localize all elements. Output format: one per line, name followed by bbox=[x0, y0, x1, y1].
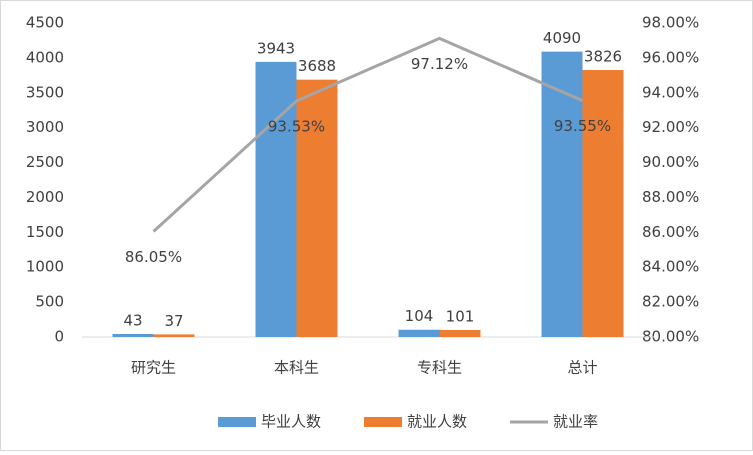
x-tick-label: 专科生 bbox=[417, 359, 462, 377]
y2-tick-label: 88.00% bbox=[642, 188, 699, 206]
y-tick-label: 500 bbox=[35, 293, 64, 311]
bar bbox=[398, 329, 440, 337]
legend-label: 就业率 bbox=[553, 413, 598, 431]
bar bbox=[255, 61, 297, 338]
legend-label: 毕业人数 bbox=[261, 413, 321, 431]
bar-value-label: 37 bbox=[164, 312, 183, 330]
legend-swatch bbox=[218, 417, 256, 427]
bar-value-label: 101 bbox=[446, 307, 475, 325]
y2-tick-label: 94.00% bbox=[642, 83, 699, 101]
x-tick-label: 研究生 bbox=[131, 359, 176, 377]
bar-value-label: 3943 bbox=[257, 39, 295, 57]
bar bbox=[439, 329, 481, 337]
bar-value-label: 3826 bbox=[584, 48, 622, 66]
x-tick-label: 本科生 bbox=[274, 359, 319, 377]
y-tick-label: 4500 bbox=[26, 14, 64, 32]
bar bbox=[541, 51, 583, 338]
y-tick-label: 2000 bbox=[26, 188, 64, 206]
y2-tick-label: 90.00% bbox=[642, 153, 699, 171]
bar-value-label: 4090 bbox=[543, 29, 581, 47]
bar bbox=[582, 70, 624, 338]
line-value-label: 93.55% bbox=[554, 117, 611, 135]
bar bbox=[112, 333, 154, 337]
legend-swatch bbox=[364, 417, 402, 427]
y-tick-label: 4000 bbox=[26, 48, 64, 66]
y2-tick-label: 92.00% bbox=[642, 118, 699, 136]
y-tick-label: 3000 bbox=[26, 118, 64, 136]
y-tick-label: 3500 bbox=[26, 83, 64, 101]
line bbox=[152, 36, 584, 233]
bar bbox=[153, 334, 195, 337]
legend-label: 就业人数 bbox=[407, 413, 467, 431]
y2-tick-label: 80.00% bbox=[642, 328, 699, 346]
line-value-label: 93.53% bbox=[268, 117, 325, 135]
bar-value-label: 104 bbox=[405, 307, 434, 325]
bar-value-label: 3688 bbox=[298, 57, 336, 75]
bar bbox=[296, 79, 338, 338]
y2-tick-label: 82.00% bbox=[642, 293, 699, 311]
y-tick-label: 1000 bbox=[26, 258, 64, 276]
y2-tick-label: 84.00% bbox=[642, 258, 699, 276]
y2-tick-label: 98.00% bbox=[642, 14, 699, 32]
y2-tick-label: 86.00% bbox=[642, 223, 699, 241]
line-value-label: 86.05% bbox=[125, 248, 182, 266]
y-tick-label: 1500 bbox=[26, 223, 64, 241]
y-tick-label: 2500 bbox=[26, 153, 64, 171]
y2-tick-label: 96.00% bbox=[642, 48, 699, 66]
bar-value-label: 43 bbox=[123, 311, 142, 329]
y-tick-label: 0 bbox=[54, 328, 64, 346]
line-value-label: 97.12% bbox=[411, 55, 468, 73]
x-tick-label: 总计 bbox=[567, 359, 597, 377]
